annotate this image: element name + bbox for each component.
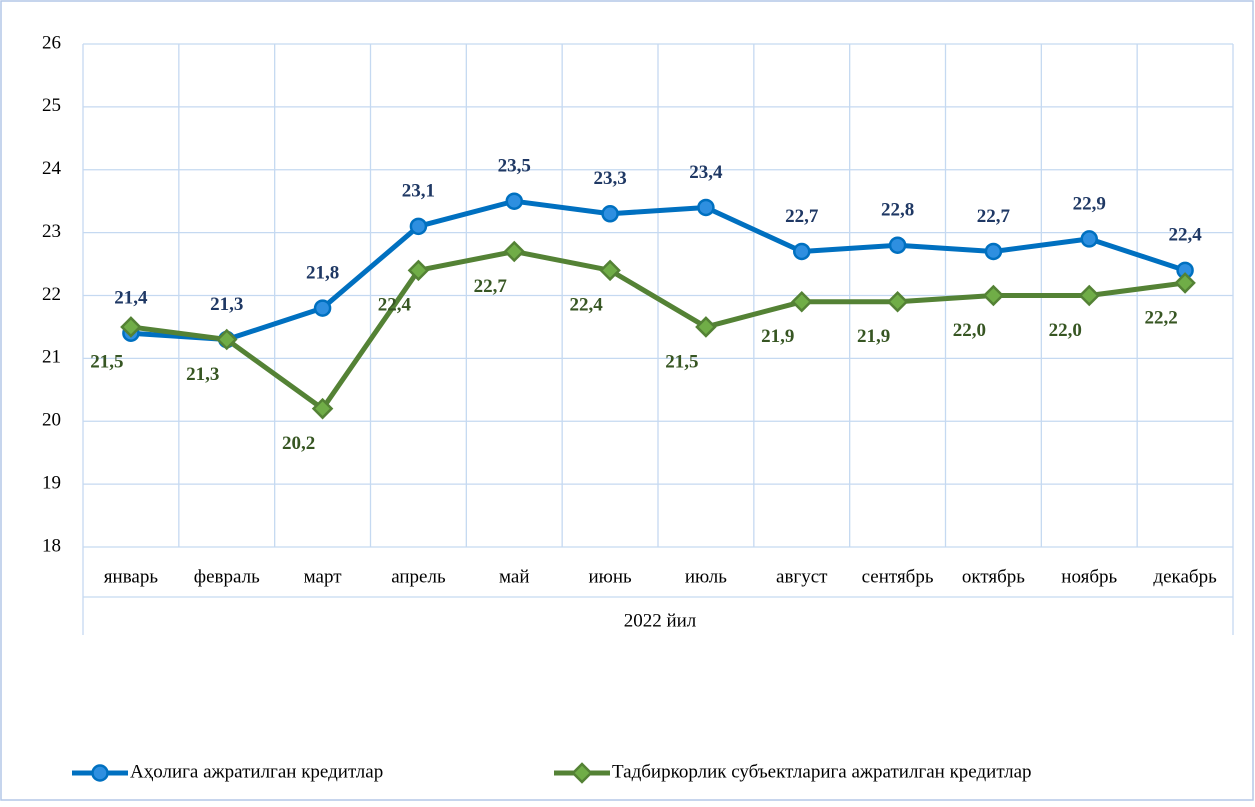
- y-tick-label: 18: [42, 535, 61, 556]
- x-tick-label: ноябрь: [1061, 566, 1117, 587]
- y-tick-label: 25: [42, 95, 61, 116]
- data-label: 22,0: [1049, 320, 1082, 341]
- x-tick-label: сентябрь: [862, 566, 934, 587]
- x-tick-label: октябрь: [962, 566, 1025, 587]
- y-tick-label: 26: [42, 32, 61, 53]
- x-tick-label: июль: [685, 566, 727, 587]
- data-label: 22,7: [785, 206, 819, 227]
- point: [313, 299, 332, 317]
- point: [120, 316, 142, 338]
- x-tick-label: апрель: [391, 566, 446, 587]
- data-label: 22,4: [569, 295, 603, 316]
- x-tick-label: февраль: [194, 566, 260, 587]
- legend-label: Аҳолига ажратилган кредитлар: [130, 761, 383, 782]
- y-tick-label: 24: [42, 158, 62, 179]
- legend-marker: [91, 764, 109, 782]
- data-label: 21,5: [90, 351, 123, 372]
- point: [888, 236, 907, 254]
- data-label: 21,9: [857, 326, 890, 347]
- data-label: 22,4: [378, 295, 412, 316]
- series-line: [130, 248, 1186, 412]
- data-label: 22,7: [977, 206, 1011, 227]
- y-tick-label: 20: [42, 410, 61, 431]
- point: [599, 259, 621, 282]
- point: [695, 316, 717, 338]
- data-label: 22,0: [953, 320, 986, 341]
- data-label: 23,4: [689, 162, 723, 183]
- legend-marker: [571, 762, 593, 784]
- x-tick-label: июнь: [588, 566, 632, 587]
- x-tick-label: декабрь: [1153, 566, 1217, 587]
- data-label: 21,3: [210, 294, 243, 315]
- point: [886, 291, 909, 313]
- point: [503, 240, 526, 263]
- point: [697, 198, 715, 217]
- x-axis-title: 2022 йил: [624, 610, 697, 631]
- y-tick-label: 23: [42, 221, 61, 242]
- point: [505, 192, 523, 210]
- point: [793, 242, 811, 261]
- point: [601, 205, 619, 223]
- x-tick-label: март: [304, 566, 343, 587]
- data-label: 23,3: [593, 168, 626, 189]
- x-tick-label: май: [499, 566, 530, 587]
- point: [982, 284, 1005, 307]
- point: [790, 291, 813, 313]
- data-label: 22,9: [1073, 193, 1106, 214]
- data-label: 21,9: [761, 326, 794, 347]
- point: [311, 397, 334, 420]
- data-label: 21,5: [665, 351, 698, 372]
- x-tick-label: август: [776, 566, 828, 587]
- data-label: 21,8: [306, 262, 339, 283]
- data-label: 22,8: [881, 200, 914, 221]
- point: [215, 328, 238, 351]
- data-label: 22,7: [474, 276, 508, 297]
- point: [1078, 284, 1101, 307]
- data-label: 23,1: [402, 181, 435, 202]
- point: [1174, 272, 1196, 294]
- point: [407, 259, 430, 282]
- series-line: [130, 198, 1186, 343]
- legend-label: Тадбиркорлик субъектларига ажратилган кр…: [612, 761, 1032, 782]
- point: [409, 217, 428, 236]
- y-tick-label: 19: [42, 472, 61, 493]
- data-label: 22,2: [1144, 307, 1177, 328]
- data-label: 23,5: [498, 156, 531, 177]
- data-label: 21,4: [114, 288, 148, 309]
- x-tick-label: январь: [104, 566, 159, 587]
- data-label: 22,4: [1168, 225, 1202, 246]
- data-label: 20,2: [282, 433, 315, 454]
- data-label: 21,3: [186, 364, 219, 385]
- y-tick-label: 22: [42, 284, 61, 305]
- y-tick-label: 21: [42, 347, 61, 368]
- point: [1080, 230, 1098, 248]
- point: [984, 242, 1003, 261]
